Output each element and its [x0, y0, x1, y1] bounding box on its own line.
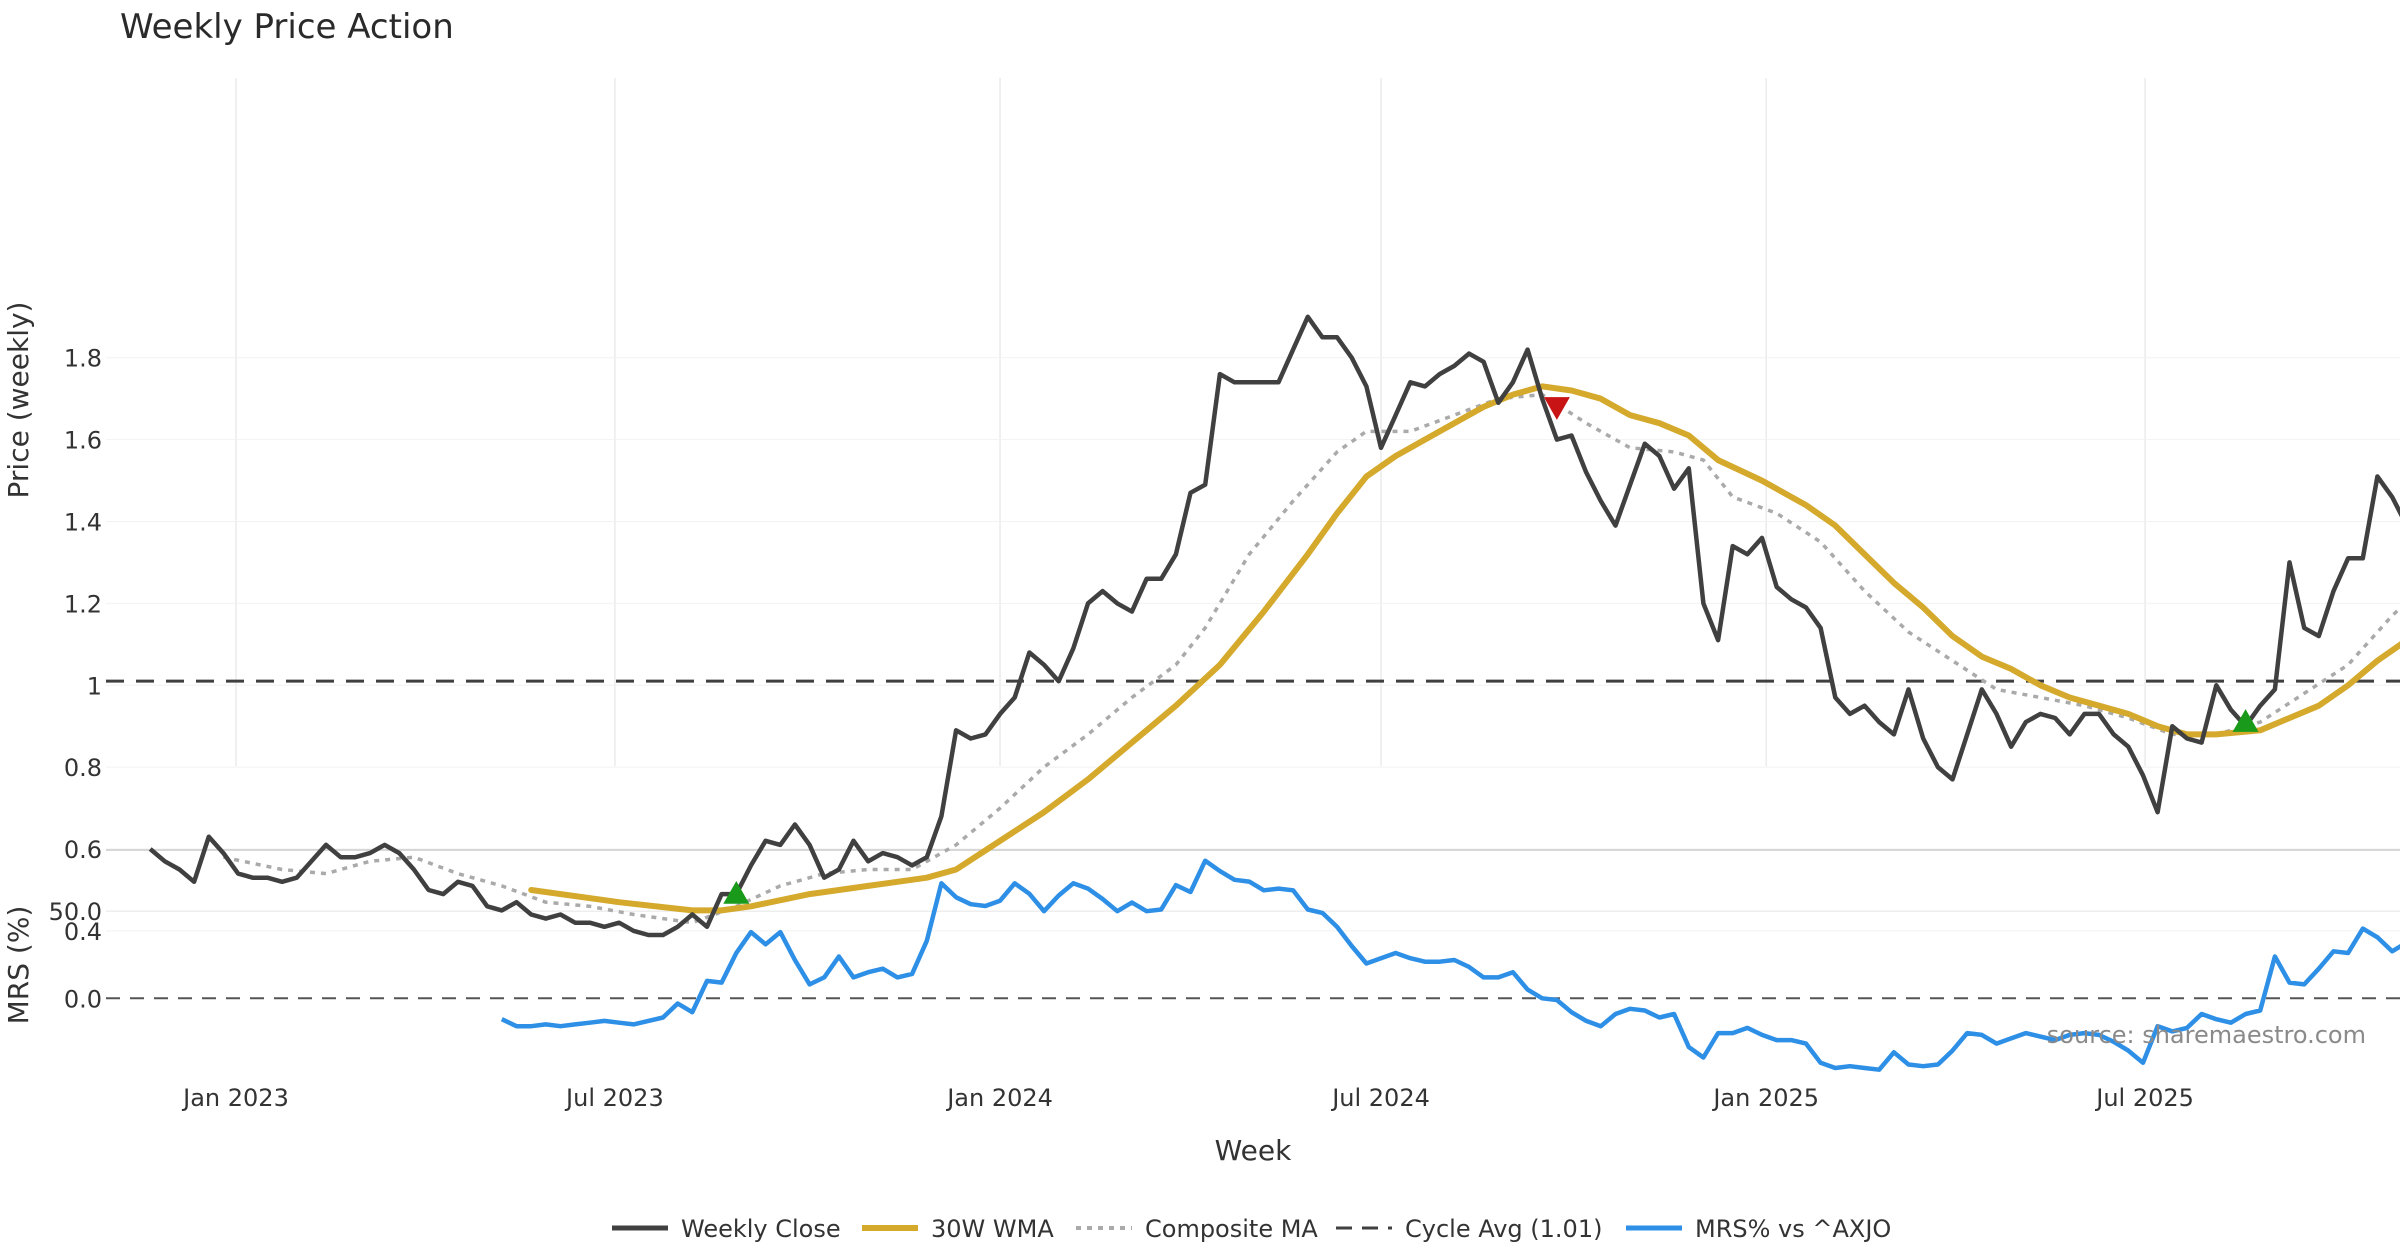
- x-tick-label: Jul 2024: [1330, 1084, 1430, 1112]
- legend-label-cycle-avg: Cycle Avg (1.01): [1405, 1215, 1602, 1243]
- mrs-y-tick-label: 0.0: [64, 985, 102, 1013]
- price-y-tick-label: 0.8: [64, 754, 102, 782]
- legend-label-composite-ma: Composite MA: [1145, 1215, 1318, 1243]
- series-line-weekly-close: [148, 314, 2400, 938]
- price-y-tick-label: 0.6: [64, 836, 102, 864]
- buy-signal-marker: [2232, 709, 2259, 732]
- mrs-y-axis-label: MRS (%): [2, 906, 35, 1025]
- legend: Weekly Close 30W WMA Composite MA Cycle …: [612, 1215, 1891, 1243]
- sell-signal-marker: [1543, 397, 1570, 420]
- x-axis-label: Week: [1215, 1134, 1292, 1167]
- mrs-y-tick-label: 50.0: [49, 898, 102, 926]
- legend-label-30w-wma: 30W WMA: [931, 1215, 1054, 1243]
- price-panel-gridlines: [106, 78, 2400, 932]
- price-y-tick-label: 1.8: [64, 345, 102, 373]
- x-tick-label: Jul 2025: [2094, 1084, 2194, 1112]
- price-y-tick-label: 1.4: [64, 509, 102, 537]
- legend-label-mrs: MRS% vs ^AXJO: [1695, 1215, 1891, 1243]
- series-line-composite-ma: [223, 392, 2400, 925]
- price-y-tick-label: 0.4: [64, 918, 102, 946]
- legend-label-weekly-close: Weekly Close: [681, 1215, 841, 1243]
- x-axis-ticks: Jan 2023 Jul 2023 Jan 2024 Jul 2024 Jan 2025…: [181, 1084, 2194, 1112]
- signal-markers: [723, 397, 2259, 904]
- chart-title: Weekly Price Action: [120, 7, 454, 47]
- price-y-tick-label: 1.2: [64, 590, 102, 618]
- price-y-tick-label: 1: [87, 672, 102, 700]
- x-tick-label: Jan 2024: [945, 1084, 1053, 1112]
- price-y-ticks: 0.4 0.6 0.8 1 1.2 1.4 1.6 1.8: [64, 345, 102, 946]
- x-tick-label: Jan 2023: [181, 1084, 289, 1112]
- price-y-tick-label: 1.6: [64, 427, 102, 455]
- buy-signal-marker: [723, 881, 750, 904]
- source-watermark: source: sharemaestro.com: [2047, 1021, 2366, 1049]
- series-line-mrs: [500, 858, 2400, 1072]
- x-tick-label: Jul 2023: [564, 1084, 664, 1112]
- x-tick-label: Jan 2025: [1711, 1084, 1819, 1112]
- mrs-y-ticks: 0.0 50.0: [49, 898, 102, 1013]
- series-line-30w-wma: [528, 383, 2400, 914]
- price-y-axis-label: Price (weekly): [2, 302, 35, 499]
